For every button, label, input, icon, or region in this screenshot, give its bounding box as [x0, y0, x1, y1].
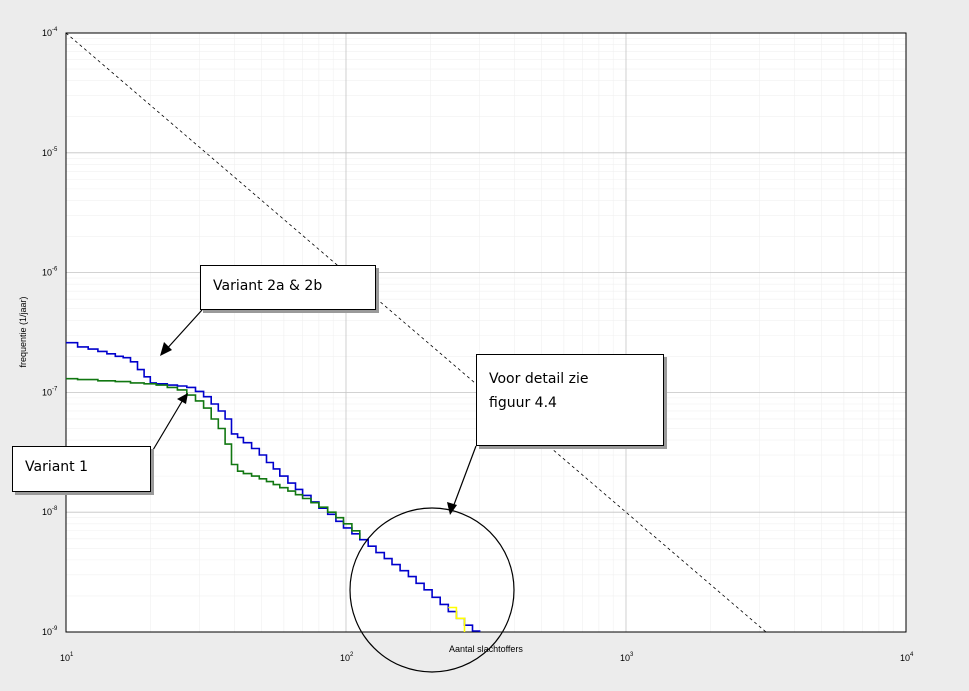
x-tick-label: 103 [620, 652, 634, 663]
arrow-variant-2 [163, 309, 203, 353]
minor-grid [66, 33, 906, 632]
y-tick-label: 10-8 [42, 506, 58, 517]
x-axis-label: Aantal slachtoffers [449, 644, 523, 654]
y-tick-exponent: -6 [52, 267, 58, 273]
arrow-variant-1-head [177, 393, 188, 404]
plot-area [66, 33, 906, 632]
y-tick-exponent: -4 [52, 27, 58, 33]
arrows [149, 309, 477, 515]
y-tick-label: 10-6 [42, 267, 58, 278]
x-tick-exponent: 2 [350, 652, 354, 658]
callout-detail-line-2: figuur 4.4 [489, 395, 557, 411]
callout-variant-1-text: Variant 1 [25, 459, 89, 475]
x-tick-labels: 101 102 103 104 [60, 652, 914, 663]
y-tick-labels: 10-4 10-5 10-6 10-7 10-8 10-9 [42, 27, 58, 637]
series-line-2 [448, 606, 466, 632]
x-tick-exponent: 3 [630, 652, 634, 658]
x-tick-exponent: 1 [70, 652, 74, 658]
y-tick-label: 10-7 [42, 386, 58, 397]
arrow-variant-2-head [160, 342, 172, 356]
callout-variant-2-text: Variant 2a & 2b [213, 278, 323, 294]
x-tick-label: 104 [900, 652, 914, 663]
detail-circle [349, 507, 515, 673]
callout-variant-1: Variant 1 [12, 446, 151, 492]
x-tick-label: 101 [60, 652, 74, 663]
series-layer [66, 341, 481, 632]
callout-detail: Voor detail zie figuur 4.4 [476, 354, 664, 446]
y-axis-label: frequentie (1/jaar) [18, 296, 28, 367]
arrow-detail-head [447, 502, 457, 515]
y-tick-exponent: -8 [52, 506, 58, 512]
y-tick-label: 10-9 [42, 626, 58, 637]
y-tick-exponent: -9 [52, 626, 58, 632]
callout-variant-2: Variant 2a & 2b [200, 265, 376, 310]
y-tick-exponent: -7 [52, 386, 58, 392]
arrow-detail [451, 445, 477, 511]
y-tick-label: 10-4 [42, 27, 58, 38]
callout-detail-line-1: Voor detail zie [489, 371, 589, 387]
arrow-variant-1 [149, 397, 185, 456]
y-tick-label: 10-5 [42, 147, 58, 158]
x-tick-label: 102 [340, 652, 354, 663]
series-line-1 [66, 377, 361, 539]
y-tick-exponent: -5 [52, 147, 58, 153]
plot-frame [65, 32, 907, 633]
x-tick-exponent: 4 [910, 652, 914, 658]
series-line-0 [66, 341, 481, 632]
